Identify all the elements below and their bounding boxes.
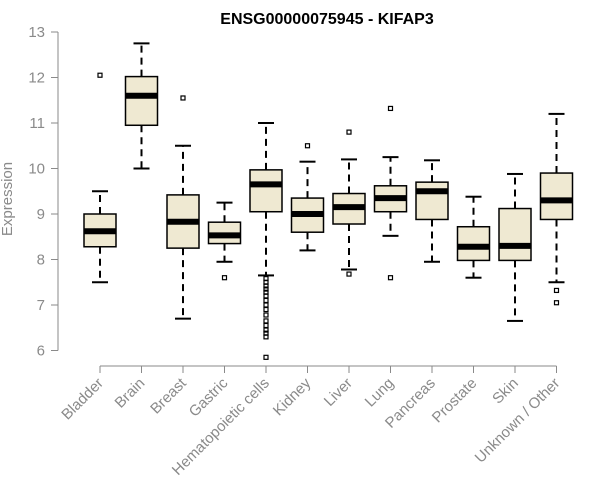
y-tick-label: 13 — [28, 24, 45, 41]
box-group — [332, 129, 366, 277]
outlier-point — [263, 286, 269, 292]
outlier-point — [553, 287, 560, 294]
chart-title: ENSG00000075945 - KIFAP3 — [220, 11, 434, 28]
x-tick-label: Lung — [362, 375, 398, 411]
outlier-point — [304, 143, 311, 149]
x-tick-label: Liver — [321, 375, 356, 410]
box-iqr — [539, 172, 574, 221]
box-iqr — [456, 225, 491, 262]
box-group — [166, 95, 200, 320]
x-tick-label: Brain — [112, 375, 149, 412]
box-group — [415, 159, 449, 263]
y-axis: 6 7 8 9 10 11 12 13 — [28, 24, 59, 360]
x-tick-label: Bladder — [58, 375, 107, 424]
x-tick-label: Kidney — [270, 374, 315, 419]
y-tick-label: 6 — [37, 343, 45, 360]
y-axis-title: Expression — [0, 162, 16, 236]
outlier-point — [263, 302, 269, 308]
y-tick-label: 7 — [37, 297, 45, 314]
outlier-point — [553, 300, 560, 306]
box-group — [207, 201, 242, 281]
y-tick-label: 10 — [28, 161, 45, 178]
box-iqr — [249, 169, 283, 213]
y-tick-label: 11 — [29, 115, 45, 132]
outlier-point — [387, 105, 394, 112]
outlier-point — [263, 318, 269, 324]
box-series — [83, 42, 574, 360]
box-iqr — [415, 181, 449, 221]
outlier-point — [346, 271, 352, 277]
outlier-point — [97, 72, 103, 78]
outlier-point — [263, 354, 269, 360]
box-group — [83, 72, 117, 284]
outlier-point — [387, 275, 394, 281]
outlier-point — [263, 297, 269, 304]
box-group — [456, 195, 491, 279]
box-iqr — [124, 75, 159, 127]
y-tick-label: 8 — [37, 252, 45, 269]
outlier-point — [346, 129, 352, 135]
y-tick-label: 9 — [37, 206, 45, 223]
box-group — [124, 42, 159, 170]
outlier-point — [263, 322, 269, 329]
box-iqr — [498, 207, 532, 262]
x-tick-label: Skin — [489, 375, 522, 408]
outlier-point — [263, 312, 269, 318]
outlier-point — [180, 95, 186, 101]
box-group — [373, 105, 408, 281]
box-group — [290, 143, 325, 252]
x-tick-label: Breast — [147, 374, 190, 417]
y-tick-label: 12 — [28, 70, 45, 87]
x-tick-label: Prostate — [429, 375, 481, 427]
outlier-point — [263, 306, 269, 313]
box-group — [539, 112, 574, 306]
box-group — [249, 122, 283, 360]
outlier-point — [263, 334, 269, 340]
outlier-point — [263, 283, 269, 289]
outlier-point — [263, 327, 269, 333]
box-group — [498, 172, 532, 322]
outlier-point — [221, 275, 228, 281]
